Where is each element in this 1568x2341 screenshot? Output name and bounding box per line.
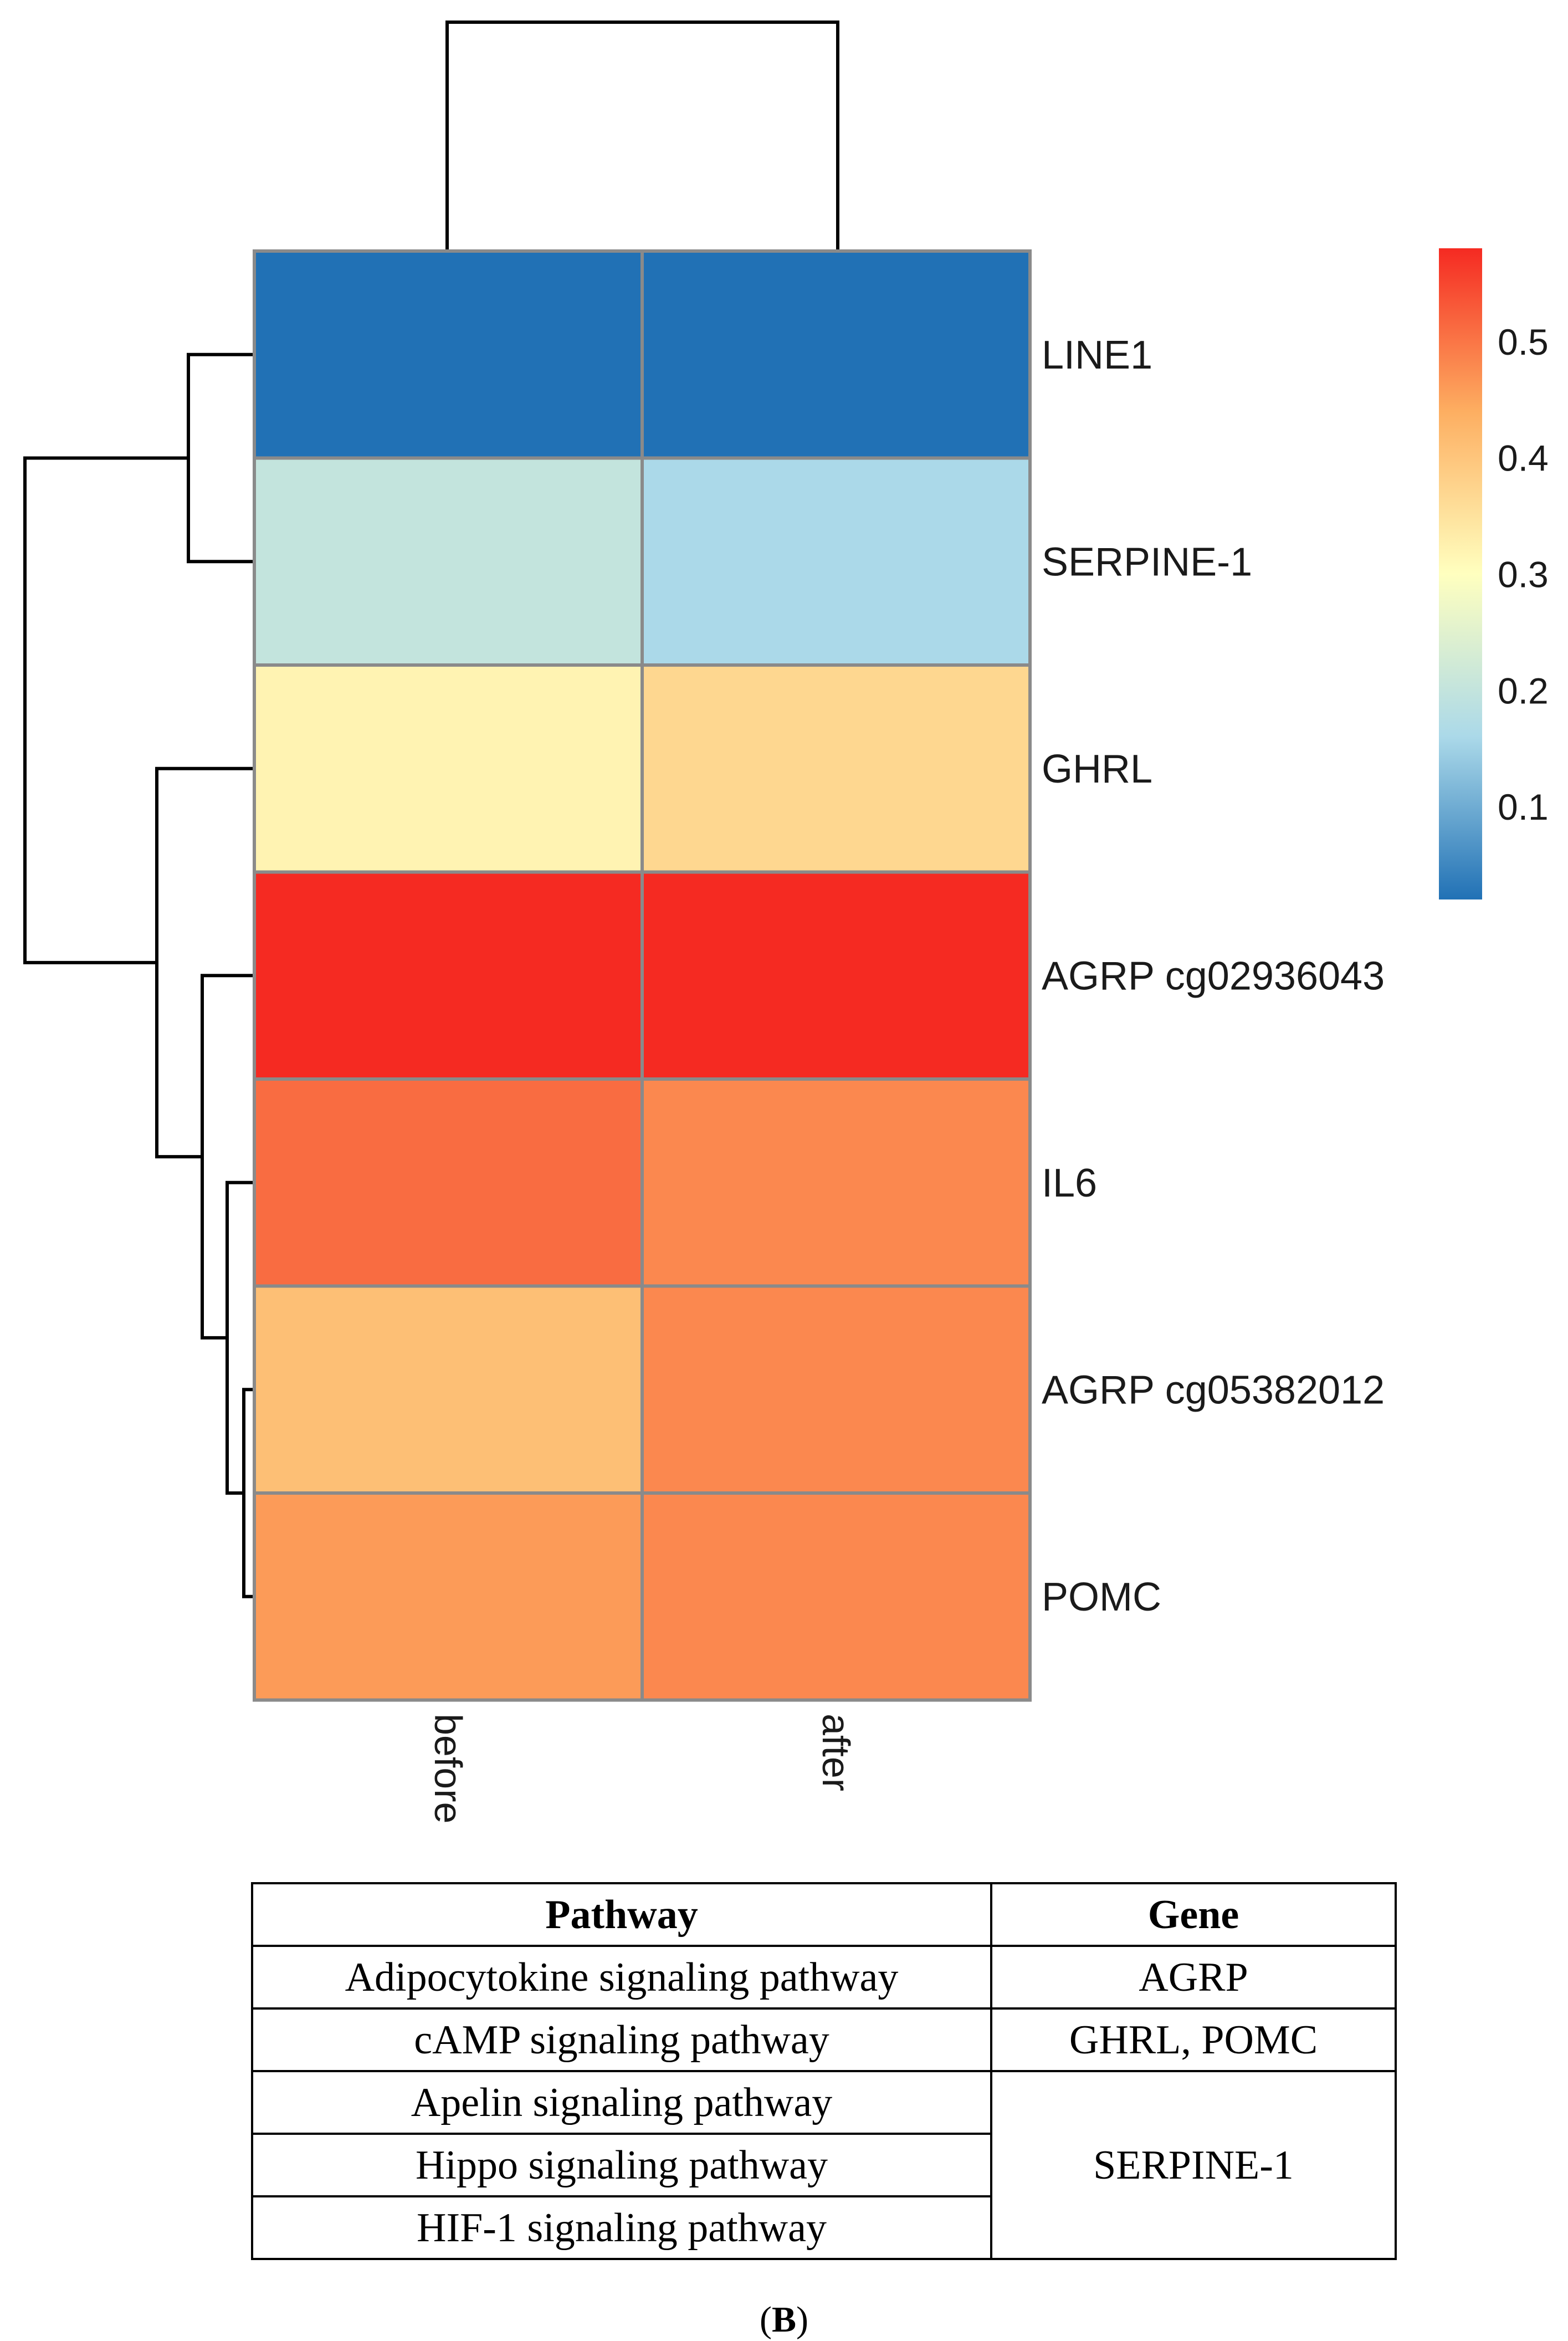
- column-labels: before after: [427, 1714, 858, 1823]
- table-row: Adipocytokine signaling pathway AGRP: [251, 1945, 1397, 2010]
- color-legend: 0.1 0.2 0.3 0.4 0.5: [1439, 248, 1549, 899]
- panel-label-letter: B: [771, 2299, 797, 2340]
- row-dendrogram-branch: [155, 766, 254, 1159]
- legend-tick-label: 0.3: [1498, 554, 1549, 595]
- heatmap-cell-agrp-cg02936043-before: [253, 870, 644, 1081]
- heatmap-cell-line1-after: [640, 249, 1032, 460]
- heatmap-cell-agrp-cg05382012-after: [640, 1284, 1032, 1495]
- heatmap-cell-il6-before: [253, 1077, 644, 1288]
- heatmap-cell-pomc-before: [253, 1491, 644, 1702]
- row-label: AGRP cg02936043: [1042, 954, 1385, 998]
- pathway-cell: Apelin signaling pathway: [251, 2070, 992, 2135]
- legend-tick-label: 0.4: [1498, 438, 1549, 479]
- panel-label-close: ): [796, 2299, 808, 2340]
- heatmap-cell-serpine-1-after: [640, 456, 1032, 667]
- row-label: SERPINE-1: [1042, 540, 1252, 584]
- pathway-cell: HIF-1 signaling pathway: [251, 2195, 992, 2260]
- pathway-cell: Adipocytokine signaling pathway: [251, 1945, 992, 2010]
- column-label: after: [814, 1714, 858, 1791]
- row-label: POMC: [1042, 1575, 1161, 1619]
- legend-tick-label: 0.1: [1498, 786, 1549, 827]
- legend-tick-label: 0.5: [1498, 321, 1549, 362]
- heatmap-cell-serpine-1-before: [253, 456, 644, 667]
- header-pathway: Pathway: [251, 1882, 992, 1947]
- heatmap-cell-ghrl-after: [640, 663, 1032, 874]
- pathway-cell: cAMP signaling pathway: [251, 2007, 992, 2072]
- pathway-cell: Hippo signaling pathway: [251, 2133, 992, 2197]
- gene-cell: GHRL, POMC: [990, 2007, 1397, 2072]
- heatmap-cell-ghrl-before: [253, 663, 644, 874]
- table-row: Hippo signaling pathway: [251, 2133, 1396, 2197]
- row-label: LINE1: [1042, 333, 1152, 377]
- column-dendrogram-branch: [445, 21, 839, 251]
- color-legend-bar: [1439, 248, 1482, 899]
- heatmap-cell-line1-before: [253, 249, 644, 460]
- column-label: before: [427, 1714, 470, 1823]
- row-label: GHRL: [1042, 747, 1152, 791]
- pathway-gene-table: Pathway Gene Adipocytokine signaling pat…: [251, 1882, 1397, 2260]
- row-label: AGRP cg05382012: [1042, 1368, 1385, 1412]
- heatmap-cell-pomc-after: [640, 1491, 1032, 1702]
- heatmap-cell-agrp-cg05382012-before: [253, 1284, 644, 1495]
- row-dendrogram: [23, 352, 254, 1598]
- gene-cell: AGRP: [990, 1945, 1397, 2010]
- column-dendrogram: [445, 21, 839, 251]
- panel-label: (B): [0, 2299, 1568, 2341]
- row-dendrogram-branch: [187, 352, 254, 564]
- panel-label-open: (: [760, 2299, 772, 2340]
- table-row: cAMP signaling pathway GHRL, POMC: [251, 2007, 1397, 2072]
- row-dendrogram-branch: [226, 1180, 254, 1495]
- legend-tick-label: 0.2: [1498, 670, 1549, 711]
- table-header-row: Pathway Gene: [251, 1882, 1397, 1947]
- table-row: Apelin signaling pathway SERPINE-1: [251, 2070, 1397, 2260]
- heatmap-cell-il6-after: [640, 1077, 1032, 1288]
- heatmap-cell-agrp-cg02936043-after: [640, 870, 1032, 1081]
- heatmap-cells: [253, 249, 1032, 1702]
- row-labels: LINE1 SERPINE-1 GHRL AGRP cg02936043 IL6 AGRP…: [1042, 333, 1385, 1619]
- gene-cell: SERPINE-1: [990, 2070, 1397, 2260]
- heatmap-figure: LINE1 SERPINE-1 GHRL AGRP cg02936043 IL6 AGRP…: [23, 21, 1549, 1823]
- row-dendrogram-branch: [23, 456, 188, 964]
- table-row: HIF-1 signaling pathway: [251, 2195, 1396, 2260]
- row-label: IL6: [1042, 1161, 1097, 1205]
- header-gene: Gene: [990, 1882, 1397, 1947]
